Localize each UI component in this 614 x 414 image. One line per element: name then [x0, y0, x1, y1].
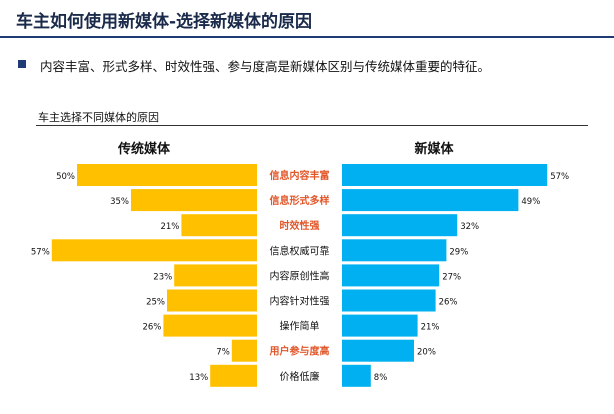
- value-label-traditional: 21%: [160, 222, 179, 232]
- value-label-traditional: 25%: [146, 298, 165, 308]
- bar-traditional: [181, 214, 257, 237]
- category-label: 信息权威可靠: [270, 244, 330, 257]
- bar-new-media: [342, 239, 447, 262]
- category-label: 信息形式多样: [270, 194, 330, 207]
- category-label: 内容针对性强: [270, 295, 330, 308]
- bar-traditional: [231, 339, 257, 362]
- value-label-new-media: 21%: [421, 323, 440, 333]
- bar-traditional: [174, 264, 257, 287]
- bar-traditional: [51, 239, 257, 262]
- category-label: 价格低廉: [280, 370, 320, 383]
- page-title: 车主如何使用新媒体-选择新媒体的原因: [16, 12, 313, 32]
- bar-new-media: [342, 364, 371, 387]
- bar-new-media: [342, 189, 519, 212]
- square-bullet-icon: [18, 60, 26, 68]
- bar-traditional: [210, 364, 257, 387]
- series-header-traditional: 传统媒体: [117, 141, 171, 157]
- category-label: 内容原创性高: [270, 269, 330, 282]
- caption-divider: [36, 125, 588, 126]
- category-label: 操作简单: [280, 320, 320, 333]
- value-label-new-media: 27%: [442, 272, 461, 282]
- bar-traditional: [131, 189, 257, 212]
- value-label-new-media: 20%: [417, 348, 436, 358]
- bar-new-media: [342, 289, 436, 312]
- category-label: 信息内容丰富: [270, 169, 330, 182]
- value-label-traditional: 57%: [31, 247, 50, 257]
- value-label-new-media: 32%: [460, 222, 479, 232]
- bar-traditional: [77, 164, 257, 186]
- bar-traditional: [163, 314, 257, 337]
- value-label-traditional: 35%: [110, 197, 129, 207]
- value-label-new-media: 8%: [374, 373, 388, 383]
- bullet-text: 内容丰富、形式多样、时效性强、参与度高是新媒体区别与传统媒体重要的特征。: [40, 59, 491, 74]
- value-label-traditional: 50%: [56, 172, 75, 182]
- value-label-traditional: 13%: [189, 373, 208, 383]
- category-label: 用户参与度高: [269, 345, 330, 358]
- value-label-traditional: 7%: [216, 348, 230, 358]
- title-divider: [0, 36, 614, 38]
- bar-traditional: [167, 289, 257, 312]
- bar-new-media: [342, 314, 418, 337]
- value-label-new-media: 29%: [449, 247, 468, 257]
- value-label-traditional: 26%: [142, 323, 161, 333]
- bar-new-media: [342, 264, 440, 287]
- bar-new-media: [342, 214, 458, 237]
- chart-caption: 车主选择不同媒体的原因: [38, 111, 159, 124]
- value-label-traditional: 23%: [153, 272, 172, 282]
- series-header-new-media: 新媒体: [414, 141, 454, 157]
- bar-new-media: [342, 164, 548, 186]
- value-label-new-media: 26%: [439, 298, 458, 308]
- category-label: 时效性强: [280, 219, 320, 232]
- bar-new-media: [342, 339, 414, 362]
- value-label-new-media: 49%: [521, 197, 540, 207]
- value-label-new-media: 57%: [550, 172, 569, 182]
